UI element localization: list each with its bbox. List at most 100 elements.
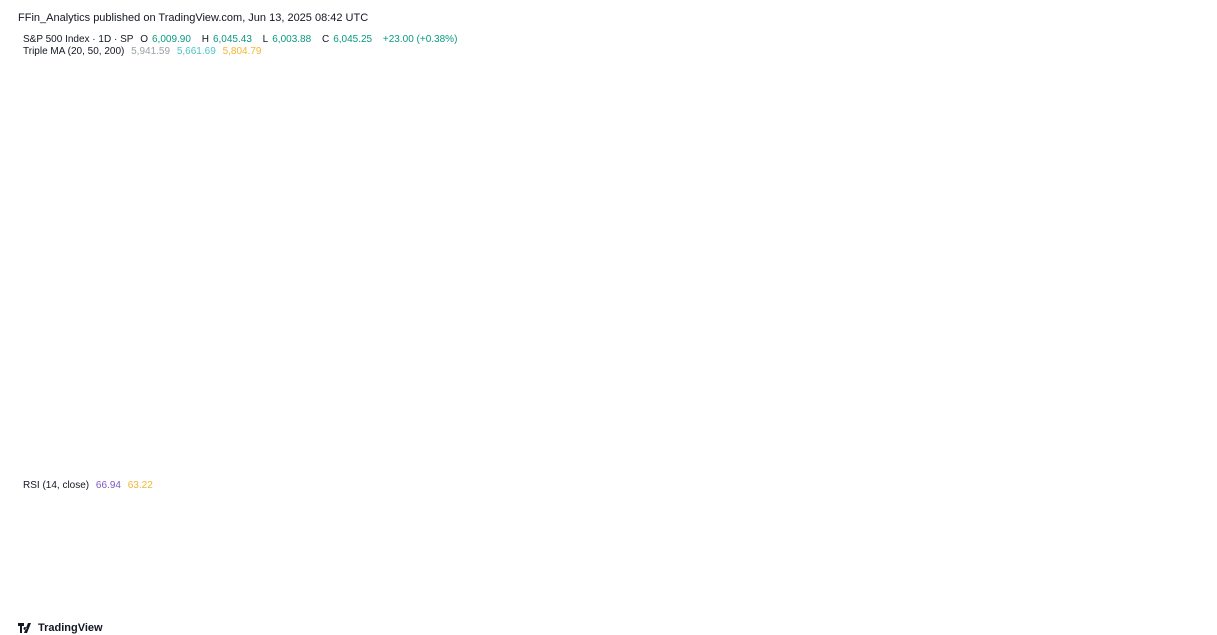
level-badge <box>1144 293 1192 306</box>
time-axis-label: Aug <box>1116 604 1134 615</box>
candle-body <box>956 122 960 125</box>
high-value: H 6,045.43 <box>201 34 252 45</box>
candle-body <box>407 107 411 111</box>
candle-body <box>123 282 127 303</box>
time-axis-label: Aug <box>107 604 125 615</box>
candle-body <box>547 133 551 143</box>
level-label: 6,000.71 <box>1147 109 1184 120</box>
candle-body <box>173 268 177 278</box>
candle-body <box>826 294 830 318</box>
candle-body <box>78 254 82 257</box>
level-label: 5,103.17 <box>1147 367 1184 378</box>
price-tick-label: 5,900.00 <box>1148 138 1187 149</box>
candle-body <box>816 300 820 358</box>
time-axis-label: Jul <box>21 604 34 615</box>
price-tick-label: 5,500.00 <box>1148 253 1187 264</box>
candle-body <box>292 190 297 194</box>
candle-body <box>68 225 72 246</box>
candle-body <box>677 173 681 197</box>
candle-body <box>497 127 501 137</box>
time-axis-label: Jun <box>949 604 965 615</box>
candle-body <box>806 291 810 315</box>
candle-body <box>931 142 935 168</box>
candle-body <box>502 127 506 148</box>
price-tick-label: 5,800.00 <box>1148 167 1187 178</box>
candle-body <box>831 262 835 295</box>
candle-body <box>976 107 980 114</box>
price-tick-label: 6,000.00 <box>1148 109 1187 120</box>
candle-body <box>327 156 331 166</box>
candle-body <box>432 124 436 128</box>
candle-body <box>163 271 167 286</box>
candle-body <box>946 130 950 137</box>
price-tick-label: 5,200.00 <box>1148 339 1187 350</box>
candle-body <box>876 211 880 213</box>
candle-body <box>128 302 132 326</box>
candle-body <box>871 202 875 212</box>
time-axis-label: 2025 <box>532 604 555 615</box>
footer-brand: TradingView <box>18 622 103 634</box>
candle-body <box>188 228 192 243</box>
candle-body <box>203 219 207 221</box>
candle-body <box>108 268 112 272</box>
candle-body <box>642 73 646 82</box>
candle-body <box>951 122 955 137</box>
level-badge <box>1144 441 1192 454</box>
candle-body <box>741 225 746 232</box>
candle-body <box>232 262 237 280</box>
price-tick-label: 4,800.00 <box>1148 454 1187 465</box>
candle-body <box>981 101 985 108</box>
ma20-value: 5,941.59 <box>131 46 171 57</box>
last-price-label: 6,045.25 <box>1147 96 1184 107</box>
candle-body <box>961 119 965 125</box>
candle-body <box>517 124 521 128</box>
candle-body <box>836 251 840 263</box>
candle-body <box>692 216 696 226</box>
candle-body <box>58 213 62 217</box>
symbol-label[interactable]: S&P 500 Index · 1D · SP <box>23 34 134 45</box>
ma-name[interactable]: Triple MA (20, 50, 200) <box>23 46 125 57</box>
rsi-name[interactable]: RSI (14, close) <box>23 480 90 491</box>
ma50-value: 5,661.69 <box>176 46 216 57</box>
level-badge <box>1144 194 1192 207</box>
candle-body <box>577 81 581 88</box>
candle-body <box>711 196 716 200</box>
candle-body <box>377 176 381 191</box>
candle-body <box>492 136 496 143</box>
rsi-tick-label: 20.00 <box>1148 585 1173 596</box>
candle-body <box>986 100 990 102</box>
last-price-badge <box>1144 94 1192 107</box>
candle-body <box>507 139 511 148</box>
price-tick-label: 5,000.00 <box>1148 397 1187 408</box>
candle-body <box>751 248 756 260</box>
close-value: C 6,045.25 <box>321 34 373 45</box>
candle-body <box>208 219 212 226</box>
candle-body <box>103 271 107 278</box>
candle-body <box>512 127 516 140</box>
candle-body <box>602 101 606 105</box>
candle-body <box>851 222 855 229</box>
time-axis-label: Sep <box>196 604 214 615</box>
candle-body <box>352 167 356 171</box>
candle-body <box>811 291 815 301</box>
rsi-line <box>19 494 988 585</box>
candle-body <box>537 136 541 148</box>
price-tick-label: 5,700.00 <box>1148 196 1187 207</box>
time-axis-label: Jul <box>1031 604 1044 615</box>
rsi-divergence-line <box>911 502 1018 513</box>
candle-body <box>18 268 22 272</box>
ma50-line <box>19 107 989 304</box>
candle-body <box>467 90 471 97</box>
candle-body <box>617 87 621 94</box>
candle-body <box>652 107 656 114</box>
candle-body <box>941 130 945 140</box>
candle-body <box>143 334 147 349</box>
level-label: 5,352.97 <box>1147 295 1184 306</box>
candle-body <box>901 136 905 143</box>
candle-body <box>242 239 247 266</box>
candle-body <box>193 222 197 229</box>
candle-body <box>153 300 157 309</box>
candle-body <box>118 274 122 283</box>
candle-body <box>891 150 895 157</box>
